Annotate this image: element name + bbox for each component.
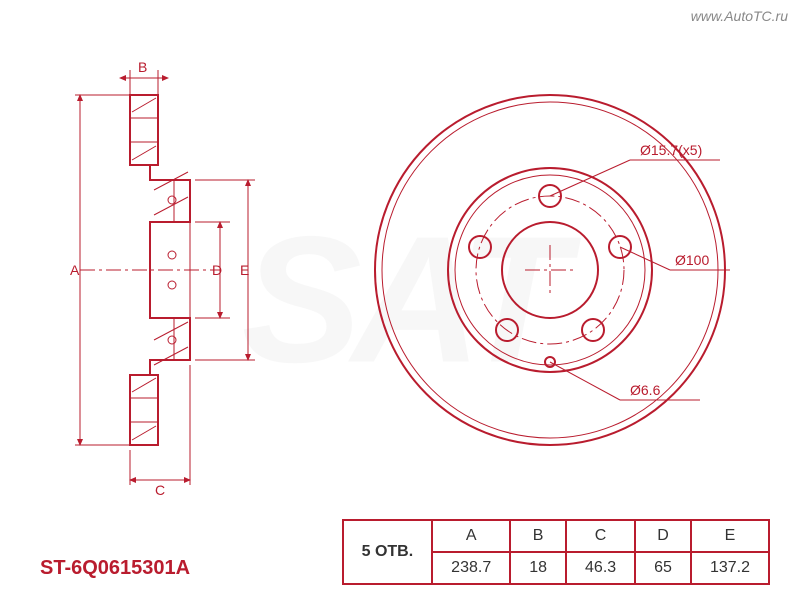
holes-count-cell: 5 ОТВ. [343, 520, 433, 584]
locator-annotation: Ø6.6 [630, 382, 661, 398]
table-header: D [635, 520, 691, 552]
dimension-table: 5 ОТВ. A B C D E 238.7 18 46.3 65 137.2 [342, 519, 770, 585]
table-header: A [432, 520, 510, 552]
dim-label-b: B [138, 59, 147, 75]
table-value: 18 [510, 552, 566, 584]
bolt-annotation: Ø15.7(x5) [640, 142, 702, 158]
part-number: ST-6Q0615301A [40, 557, 190, 580]
table-header: C [566, 520, 635, 552]
bolt-hole [582, 319, 604, 341]
table-value: 238.7 [432, 552, 510, 584]
table-value: 46.3 [566, 552, 635, 584]
front-view: Ø15.7(x5) Ø100 Ø6.6 [375, 95, 730, 445]
table-header: B [510, 520, 566, 552]
table-value: 65 [635, 552, 691, 584]
dim-label-e: E [240, 262, 249, 278]
dim-label-a: A [70, 262, 80, 278]
side-view: A B C D E [70, 59, 255, 498]
dim-label-d: D [212, 262, 222, 278]
dim-label-c: C [155, 482, 165, 498]
table-value: 137.2 [691, 552, 769, 584]
table-header: E [691, 520, 769, 552]
technical-drawing: Ø15.7(x5) Ø100 Ø6.6 [20, 40, 780, 510]
watermark-url: www.AutoTC.ru [691, 8, 788, 24]
pcd-annotation: Ø100 [675, 252, 709, 268]
